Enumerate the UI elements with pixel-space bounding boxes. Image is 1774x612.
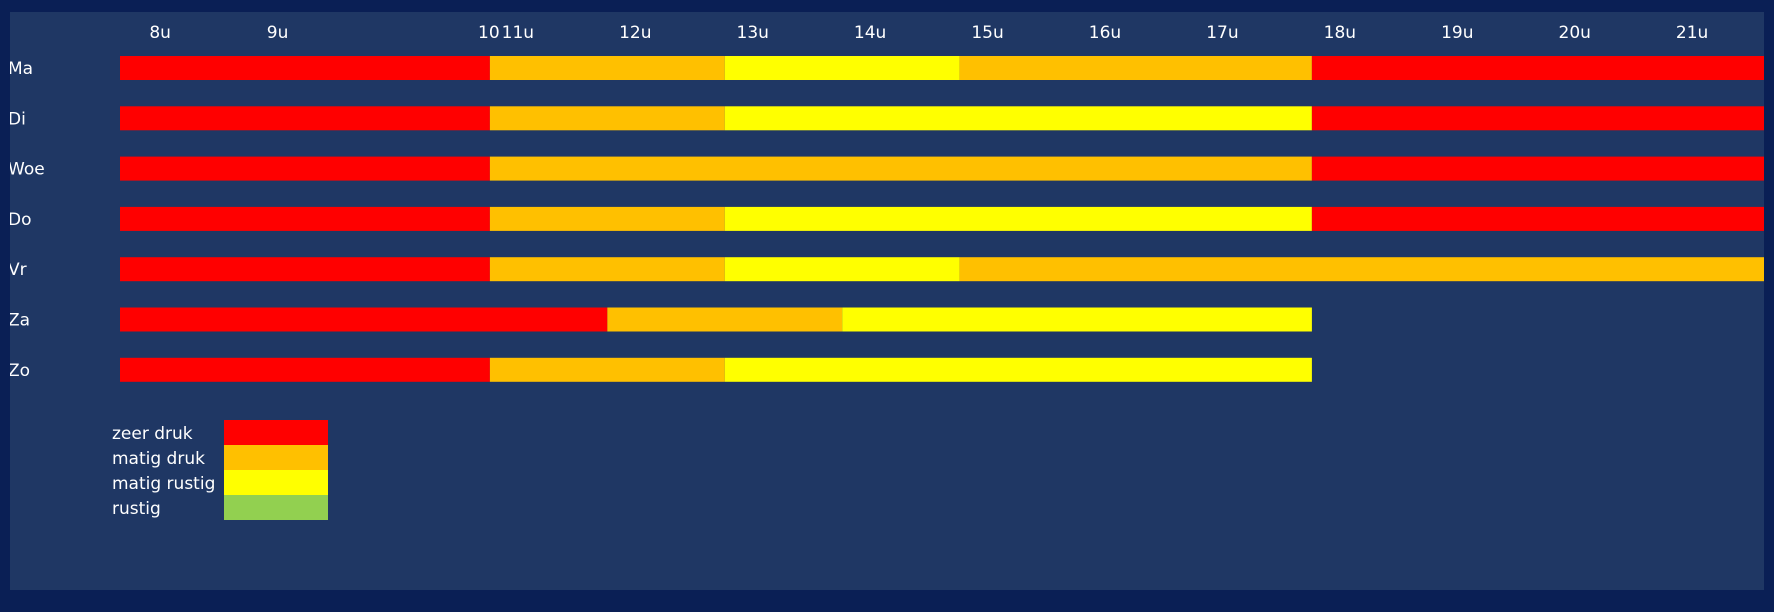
bar-segment bbox=[959, 257, 1764, 282]
bar-segment bbox=[724, 357, 1312, 382]
bar-segment bbox=[120, 106, 490, 131]
legend-swatch bbox=[224, 495, 328, 520]
bar-segment bbox=[1311, 106, 1764, 131]
legend: zeer druk matig druk matig rustig rustig bbox=[112, 420, 328, 520]
hour-tick-label: 20u bbox=[1559, 23, 1591, 43]
bar-segment bbox=[120, 206, 490, 231]
bar-segment bbox=[120, 257, 490, 282]
busyness-chart: 8u 9u 10 11u 12u 13u 14u 15u 16u 17u 18u 19u 20u 21u … bbox=[10, 23, 1764, 520]
bar-segment bbox=[959, 56, 1312, 80]
bar-segment bbox=[489, 206, 725, 231]
hour-tick-label: 12u bbox=[619, 23, 651, 43]
hour-tick-label: 17u bbox=[1206, 23, 1238, 43]
day-label: Di bbox=[10, 109, 26, 129]
legend-swatch bbox=[224, 470, 328, 495]
bar-segment bbox=[1311, 156, 1764, 181]
legend-label: zeer druk bbox=[112, 424, 193, 444]
day-rows: Ma Di Woe Do Vr Za Zo bbox=[10, 56, 1764, 382]
day-label: Vr bbox=[10, 260, 27, 280]
hour-tick-label: 9u bbox=[267, 23, 289, 43]
bar-segment bbox=[120, 357, 490, 382]
day-label: Woe bbox=[10, 160, 45, 180]
hour-tick-label: 13u bbox=[737, 23, 769, 43]
hour-tick-label: 21u bbox=[1676, 23, 1708, 43]
legend-label: matig rustig bbox=[112, 474, 215, 494]
bar-segment bbox=[489, 56, 725, 80]
bar-segment bbox=[1311, 56, 1764, 80]
bar-segment bbox=[724, 206, 1312, 231]
hour-tick-label: 10 bbox=[478, 23, 500, 43]
bar-segment bbox=[489, 357, 725, 382]
day-label: Do bbox=[10, 210, 32, 230]
hour-tick-label: 8u bbox=[149, 23, 171, 43]
hour-axis: 8u 9u 10 11u 12u 13u 14u 15u 16u 17u 18u 19u 20u 21u bbox=[149, 23, 1708, 43]
day-label: Ma bbox=[10, 59, 33, 79]
hour-tick-label: 14u bbox=[854, 23, 886, 43]
bar-segment bbox=[489, 257, 725, 282]
bar-segment bbox=[724, 106, 1312, 131]
legend-swatch bbox=[224, 420, 328, 445]
hour-tick-label: 15u bbox=[971, 23, 1003, 43]
legend-label: rustig bbox=[112, 499, 161, 519]
hour-tick-label: 18u bbox=[1324, 23, 1356, 43]
day-label: Za bbox=[10, 311, 30, 331]
legend-swatch bbox=[224, 445, 328, 470]
legend-label: matig druk bbox=[112, 449, 205, 469]
hour-tick-label: 11u bbox=[502, 23, 534, 43]
hour-tick-label: 19u bbox=[1441, 23, 1473, 43]
bar-segment bbox=[120, 307, 608, 332]
bar-segment bbox=[842, 307, 1312, 332]
bar-segment bbox=[489, 156, 1312, 181]
bar-segment bbox=[120, 156, 490, 181]
bar-segment bbox=[489, 106, 725, 131]
bar-segment bbox=[607, 307, 843, 332]
day-label: Zo bbox=[10, 361, 30, 381]
bar-segment bbox=[724, 257, 960, 282]
bar-segment bbox=[724, 56, 960, 80]
hour-tick-label: 16u bbox=[1089, 23, 1121, 43]
bar-segment bbox=[1311, 206, 1764, 231]
chart-panel: 8u 9u 10 11u 12u 13u 14u 15u 16u 17u 18u 19u 20u 21u … bbox=[10, 12, 1764, 590]
bar-segment bbox=[120, 56, 490, 80]
